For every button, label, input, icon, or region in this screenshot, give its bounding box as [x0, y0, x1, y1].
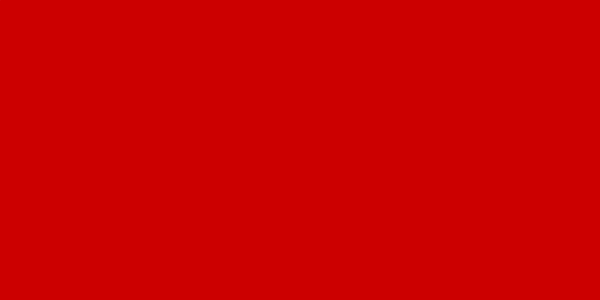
- Text: 1.64: 1.64: [133, 123, 157, 133]
- Bar: [327, 107, 351, 280]
- Bar: [404, 95, 428, 280]
- Bar: [520, 75, 544, 280]
- Bar: [94, 141, 118, 280]
- Bar: [365, 101, 389, 280]
- Title: Lithotripsy Device Market: Lithotripsy Device Market: [202, 6, 398, 21]
- Bar: [17, 158, 41, 280]
- Bar: [56, 152, 80, 280]
- Bar: [443, 89, 467, 280]
- Bar: [249, 117, 273, 280]
- Text: 2.5: 2.5: [563, 47, 580, 57]
- Bar: [288, 112, 312, 280]
- Bar: [133, 136, 157, 280]
- Bar: [211, 123, 235, 280]
- Bar: [559, 60, 583, 280]
- Bar: [172, 128, 196, 280]
- Bar: [482, 82, 506, 280]
- Text: 1.58: 1.58: [95, 128, 118, 138]
